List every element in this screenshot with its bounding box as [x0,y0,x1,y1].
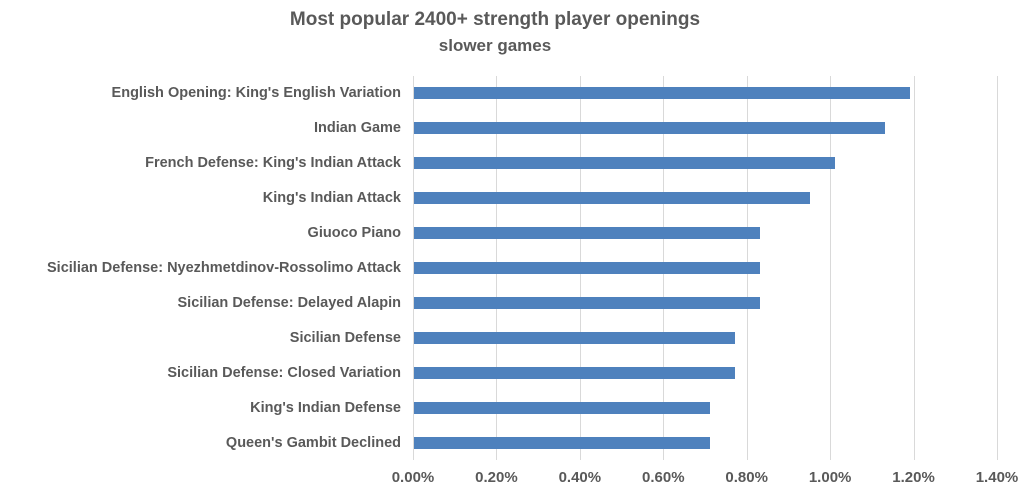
category-label: Sicilian Defense: Closed Variation [167,364,401,381]
category-label: Queen's Gambit Declined [225,434,401,451]
category-label: King's Indian Attack [262,190,401,207]
bar [414,331,736,344]
chart-subtitle: slower games [438,36,552,55]
gridline [413,76,414,460]
gridline [913,76,915,460]
x-axis-tick-label: 1.40% [975,469,1019,486]
category-label: Indian Game [313,120,401,137]
bar [414,401,711,414]
x-axis-tick-label: 0.00% [391,469,435,486]
x-axis-tick-label: 0.40% [558,469,602,486]
category-label: English Opening: King's English Variatio… [111,85,401,102]
bar [414,296,761,309]
category-label: Sicilian Defense [289,329,401,346]
x-axis-tick-label: 1.00% [808,469,852,486]
category-label: Sicilian Defense: Delayed Alapin [177,294,401,311]
chart-title: Most popular 2400+ strength player openi… [289,9,701,30]
bar [414,192,811,205]
x-axis-tick-label: 0.80% [725,469,768,486]
gridline [997,76,998,460]
bar [414,366,736,379]
category-label: Sicilian Defense: Nyezhmetdinov-Rossolim… [47,260,401,276]
bar [414,262,761,274]
category-label: Giuoco Piano [307,225,401,242]
category-label: King's Indian Defense [250,399,401,416]
gridline [830,76,832,460]
bar [414,227,761,240]
category-label: French Defense: King's Indian Attack [145,155,401,172]
bar [414,87,911,100]
bar [414,157,836,170]
bar [414,122,886,135]
x-axis-tick-label: 0.60% [642,469,685,486]
plot-area [413,76,998,460]
x-axis-tick-label: 0.20% [475,469,518,486]
x-axis-tick-label: 1.20% [892,469,935,486]
bar [414,436,711,449]
